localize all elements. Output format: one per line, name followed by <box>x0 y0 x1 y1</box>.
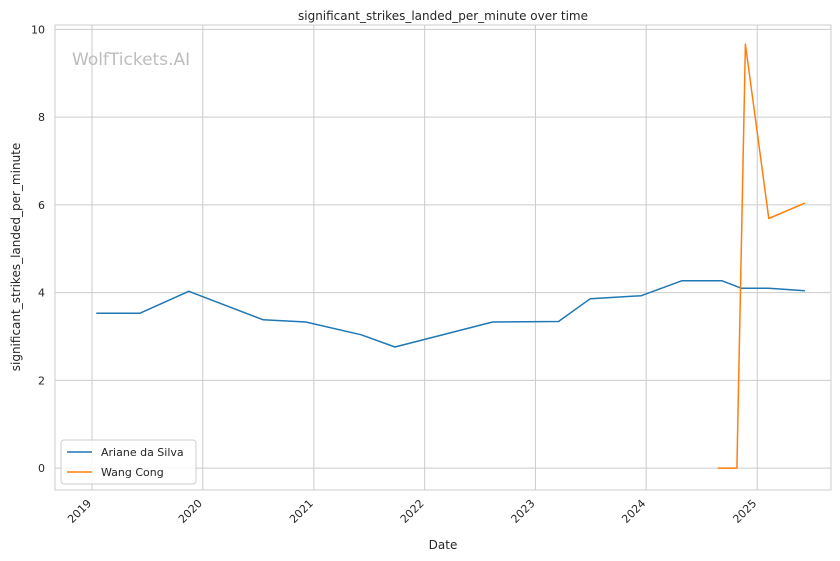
y-axis-label: significant_strikes_landed_per_minute <box>9 143 23 372</box>
series-layer <box>96 43 806 469</box>
legend-box <box>60 439 197 485</box>
plot-frame <box>54 24 832 491</box>
series-line-1 <box>717 43 806 469</box>
legend-label-ariane: Ariane da Silva <box>101 446 184 459</box>
y-tick-label: 0 <box>38 462 45 475</box>
y-tick-label: 10 <box>31 23 45 36</box>
y-tick-labels: 0 2 4 6 8 10 <box>31 23 45 475</box>
y-tick-label: 2 <box>38 374 45 387</box>
y-tick-label: 6 <box>38 199 45 212</box>
series-line-0 <box>96 280 805 348</box>
x-axis-label: Date <box>429 538 458 552</box>
legend-label-wang: Wang Cong <box>101 466 164 479</box>
y-tick-label: 8 <box>38 111 45 124</box>
chart-title: significant_strikes_landed_per_minute ov… <box>298 9 588 23</box>
y-tick-label: 4 <box>38 287 45 300</box>
legend: Ariane da Silva Wang Cong <box>60 439 197 485</box>
watermark: WolfTickets.AI <box>72 50 190 70</box>
